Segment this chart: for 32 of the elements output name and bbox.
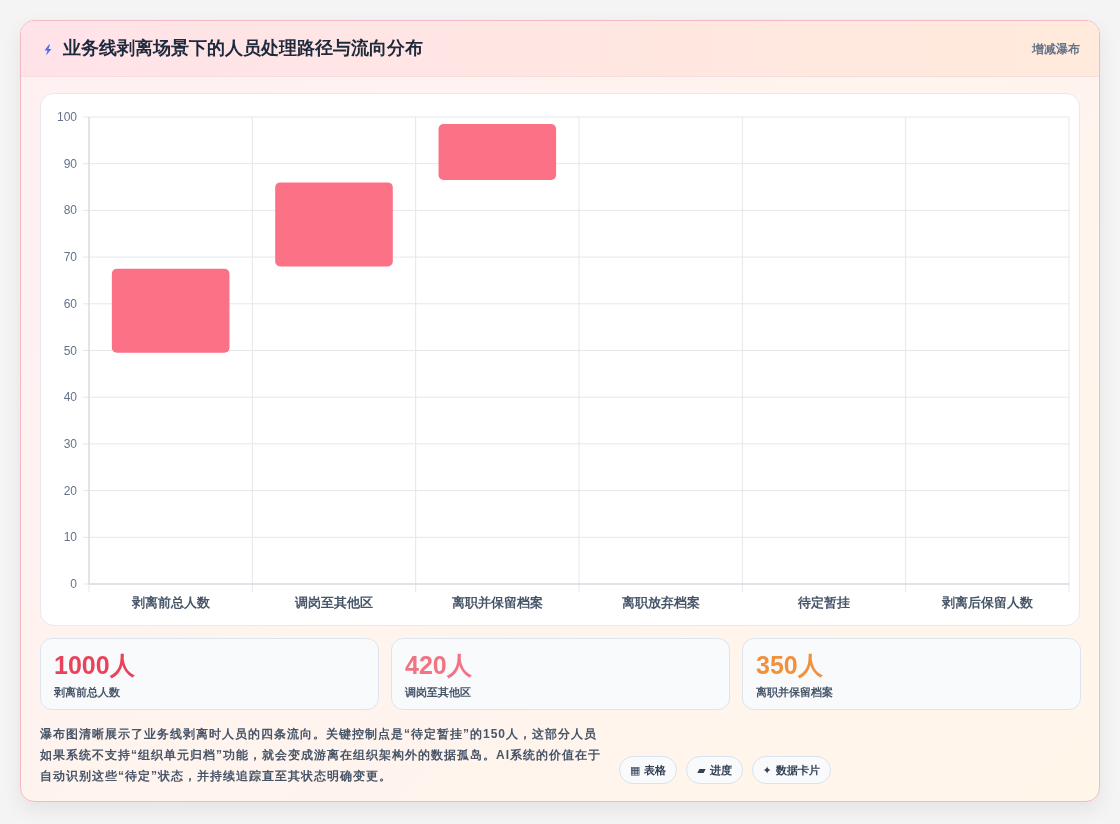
chart-title: 业务线剥离场景下的人员处理路径与流向分布 bbox=[63, 37, 423, 60]
y-tick-label: 80 bbox=[63, 203, 78, 218]
x-tick-label: 剥离前总人数 bbox=[130, 595, 211, 610]
text: ▰ 进度 bbox=[686, 756, 743, 784]
text: 420人 bbox=[405, 650, 472, 681]
x-tick-label: 离职并保留档案 bbox=[450, 595, 543, 610]
x-tick-label: 调岗至其他区 bbox=[294, 595, 373, 610]
y-tick-label: 70 bbox=[63, 250, 78, 265]
text: 剥离前总人数 bbox=[54, 685, 120, 700]
bar bbox=[438, 124, 557, 181]
y-tick-label: 20 bbox=[63, 483, 78, 498]
y-tick-label: 60 bbox=[63, 296, 78, 311]
y-tick-label: 50 bbox=[63, 343, 78, 358]
y-tick-label: 30 bbox=[63, 436, 78, 451]
y-tick-label: 0 bbox=[70, 577, 78, 591]
text: 离职并保留档案 bbox=[756, 685, 833, 700]
y-tick-label: 10 bbox=[63, 530, 78, 545]
x-tick-label: 离职放弃档案 bbox=[620, 595, 700, 610]
chart-subtitle: 增减瀑布 bbox=[1032, 41, 1080, 58]
text: 调岗至其他区 bbox=[405, 685, 471, 700]
y-tick-label: 100 bbox=[56, 110, 78, 124]
text: 1000人 bbox=[54, 650, 135, 681]
x-tick-label: 待定暂挂 bbox=[797, 595, 850, 610]
text: 瀑布图清晰展示了业务线剥离时人员的四条流向。关键控制点是“待定暂挂”的150人，这部分人员如果系统不支持“组织单元归档”功能，就会变成游离在组织架构外的数据孤岛。AI系统的价值在于自动识别这些“待定”状态，并持续追踪直至其状态明确变更。 bbox=[40, 726, 602, 785]
text: ▦ 表格 bbox=[619, 756, 678, 784]
y-tick-label: 90 bbox=[63, 156, 78, 171]
bar bbox=[275, 182, 393, 267]
text: ✦ 数据卡片 bbox=[751, 756, 831, 784]
x-tick-label: 剥离后保留人数 bbox=[940, 595, 1034, 610]
bar bbox=[111, 268, 230, 353]
text: 350人 bbox=[756, 650, 823, 681]
y-tick-label: 40 bbox=[63, 390, 78, 405]
